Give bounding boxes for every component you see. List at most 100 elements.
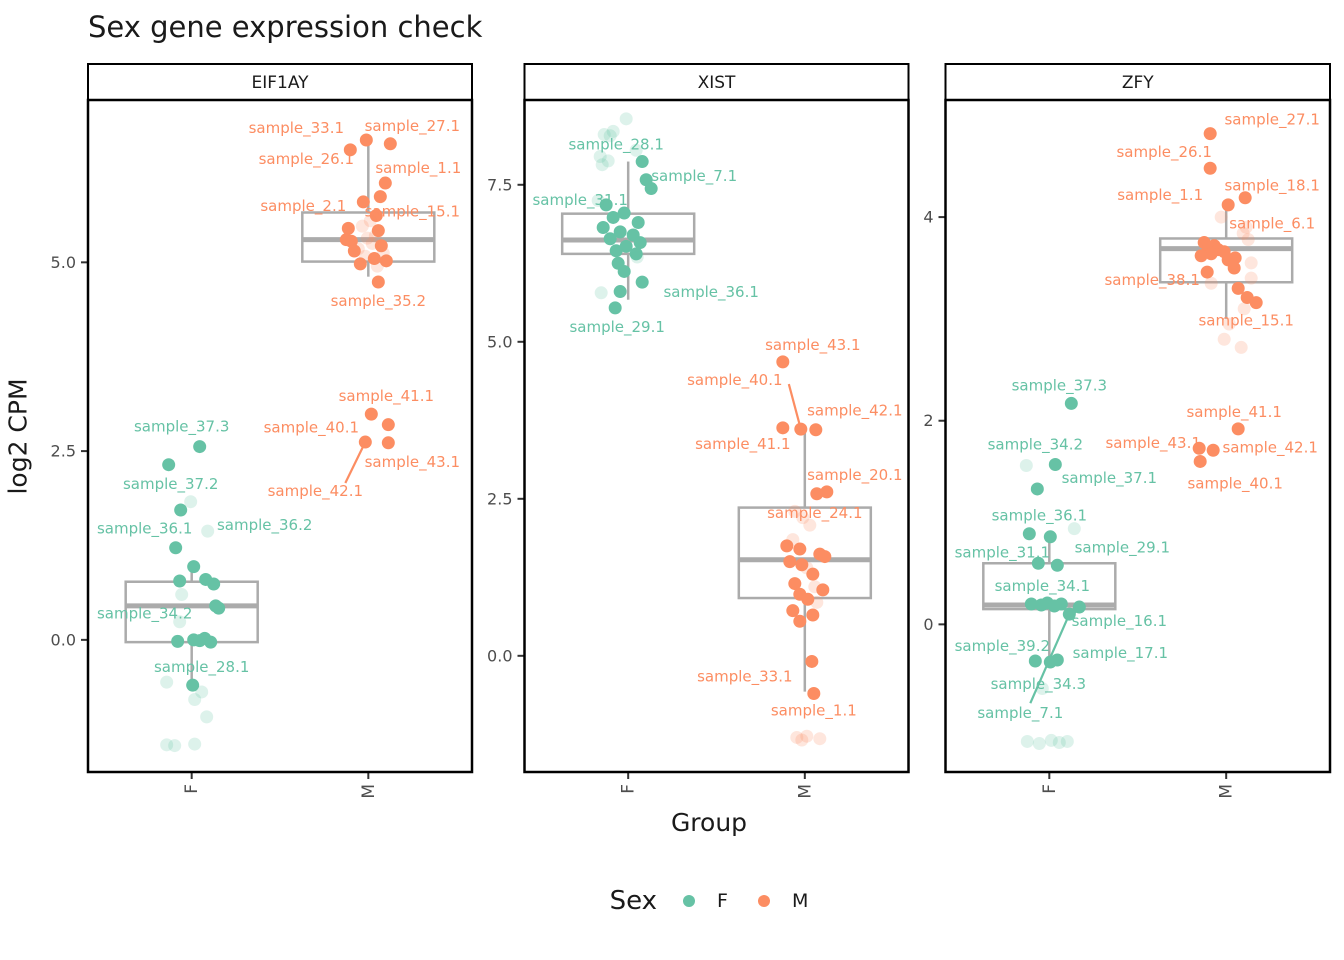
data-point (820, 485, 834, 499)
data-point (358, 435, 372, 449)
data-point (1222, 317, 1236, 331)
data-point (368, 229, 382, 243)
data-point (363, 214, 377, 228)
chart-title: Sex gene expression check (88, 10, 483, 44)
y-tick-label: 4 (923, 208, 933, 227)
data-point (1062, 607, 1076, 621)
data-point (806, 567, 820, 581)
data-point (807, 686, 821, 700)
data-point (365, 236, 379, 250)
data-point (1035, 682, 1049, 696)
data-point (370, 259, 384, 273)
data-point (1231, 281, 1245, 295)
sample-label: sample_36.1 (663, 283, 758, 302)
sample-label: sample_34.2 (988, 436, 1083, 455)
data-point (188, 737, 202, 751)
legend-label: M (791, 890, 809, 912)
data-point (186, 678, 200, 692)
data-point (808, 580, 822, 594)
data-point (359, 133, 373, 147)
data-point (795, 558, 809, 572)
data-point (801, 592, 815, 606)
sample-label: sample_40.1 (687, 371, 782, 390)
facet-strip (944, 63, 1331, 101)
data-point (356, 195, 370, 209)
data-point (794, 422, 808, 436)
data-point (1234, 340, 1248, 354)
data-point (1204, 276, 1218, 290)
data-point (376, 246, 390, 260)
data-point (381, 418, 395, 432)
x-tick-label: F (619, 784, 639, 794)
data-point (599, 198, 613, 212)
data-point (379, 254, 393, 268)
sample-label: sample_41.1 (339, 387, 434, 406)
data-point (606, 124, 620, 138)
data-point (630, 250, 644, 264)
data-point (175, 588, 189, 602)
data-point (369, 209, 383, 223)
sample-label: sample_6.1 (1229, 214, 1315, 233)
data-point (1028, 654, 1042, 668)
legend-item-M: M (757, 890, 809, 912)
data-point (1239, 220, 1253, 234)
sample-label: sample_34.2 (97, 605, 192, 624)
sample-label: sample_31.1 (532, 191, 627, 210)
sample-label: sample_28.1 (568, 136, 663, 155)
y-tick-label: 5.0 (487, 332, 512, 351)
data-point (1024, 597, 1038, 611)
data-point (593, 150, 607, 164)
data-point (1064, 396, 1078, 410)
data-point (1241, 232, 1255, 246)
data-point (351, 242, 365, 256)
data-point (374, 239, 388, 253)
data-point (613, 285, 627, 299)
data-point (1200, 265, 1214, 279)
data-point (1227, 261, 1241, 275)
data-point (803, 518, 817, 532)
y-tick-label: 5.0 (51, 253, 76, 272)
sample-label: sample_20.1 (807, 466, 902, 485)
data-point (1072, 600, 1086, 614)
data-point (800, 561, 814, 575)
data-point (173, 615, 187, 629)
sample-label: sample_43.1 (1105, 434, 1200, 453)
sample-label: sample_43.1 (365, 453, 460, 472)
box (301, 211, 436, 263)
data-point (613, 225, 627, 239)
data-point (1244, 271, 1258, 285)
facet-EIF1AY: EIF1AY0.02.55.0Fsample_37.3sample_37.2sa… (51, 63, 474, 799)
data-point (619, 239, 633, 253)
sample-label: sample_26.1 (259, 150, 354, 169)
data-point (788, 504, 802, 518)
data-point (809, 423, 823, 437)
sample-label: sample_40.1 (264, 419, 359, 438)
data-point (188, 693, 202, 707)
data-point (619, 112, 633, 126)
y-tick-label: 2 (923, 411, 933, 430)
sample-label: sample_7.1 (977, 704, 1063, 723)
sample-label: sample_7.1 (651, 167, 737, 186)
data-point (1237, 302, 1251, 316)
x-tick-label: M (359, 784, 379, 799)
data-point (1217, 332, 1231, 346)
legend-dot-M (757, 895, 770, 907)
sample-label: sample_2.1 (260, 197, 346, 216)
sample-label: sample_29.1 (1075, 539, 1170, 558)
sample-label: sample_27.1 (1224, 111, 1319, 130)
data-point (347, 244, 361, 258)
data-point (1193, 454, 1207, 468)
data-point (790, 730, 804, 744)
data-point (383, 137, 397, 151)
data-point (173, 574, 187, 588)
sample-label: sample_15.1 (1198, 312, 1293, 331)
data-point (371, 224, 385, 238)
label-leader (787, 383, 802, 430)
data-point (635, 155, 649, 169)
panel-border (86, 98, 474, 774)
sample-label: sample_37.3 (134, 418, 229, 437)
data-point (1050, 653, 1064, 667)
